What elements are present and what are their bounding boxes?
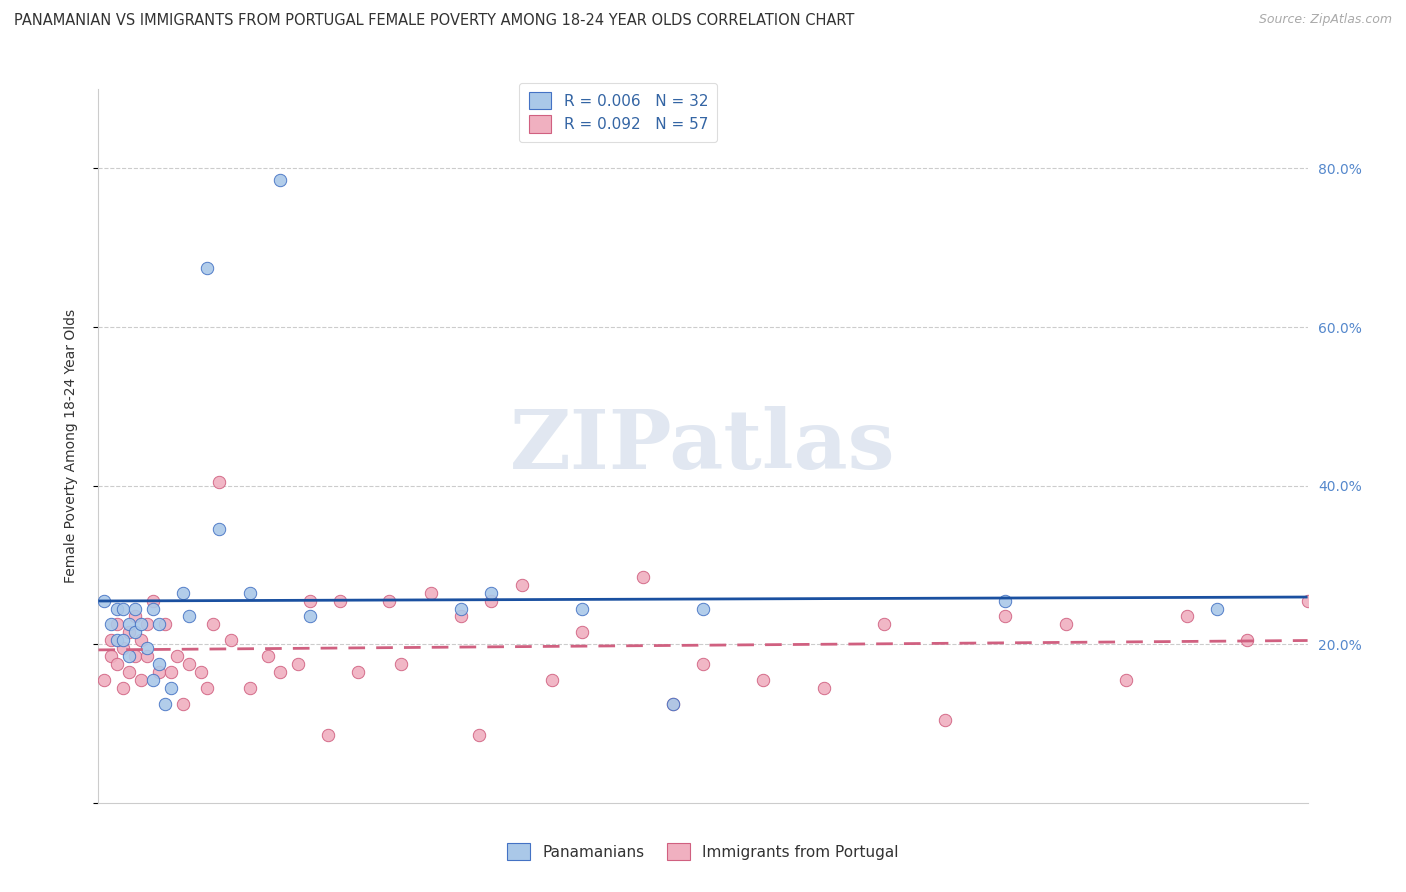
- Point: [994, 609, 1017, 624]
- Point: [148, 657, 170, 671]
- Point: [93, 673, 115, 687]
- Point: [481, 585, 503, 599]
- Point: [179, 609, 201, 624]
- Point: [468, 728, 491, 742]
- Point: [118, 617, 141, 632]
- Point: [813, 681, 835, 695]
- Legend: Panamanians, Immigrants from Portugal: Panamanians, Immigrants from Portugal: [501, 837, 905, 866]
- Point: [166, 649, 188, 664]
- Point: [571, 625, 593, 640]
- Point: [571, 601, 593, 615]
- Point: [692, 601, 714, 615]
- Point: [124, 649, 146, 664]
- Point: [160, 681, 183, 695]
- Point: [135, 649, 157, 664]
- Point: [179, 657, 201, 671]
- Point: [111, 601, 134, 615]
- Point: [148, 617, 170, 632]
- Point: [105, 657, 128, 671]
- Point: [142, 601, 165, 615]
- Point: [873, 617, 896, 632]
- Point: [540, 673, 562, 687]
- Point: [692, 657, 714, 671]
- Point: [100, 617, 122, 632]
- Point: [256, 649, 278, 664]
- Point: [124, 609, 146, 624]
- Point: [420, 585, 443, 599]
- Text: PANAMANIAN VS IMMIGRANTS FROM PORTUGAL FEMALE POVERTY AMONG 18-24 YEAR OLDS CORR: PANAMANIAN VS IMMIGRANTS FROM PORTUGAL F…: [14, 13, 855, 29]
- Point: [269, 173, 291, 187]
- Point: [1175, 609, 1198, 624]
- Point: [299, 609, 322, 624]
- Point: [1236, 633, 1258, 648]
- Point: [100, 633, 122, 648]
- Point: [172, 585, 194, 599]
- Point: [752, 673, 775, 687]
- Point: [142, 673, 165, 687]
- Point: [377, 593, 399, 607]
- Text: Source: ZipAtlas.com: Source: ZipAtlas.com: [1258, 13, 1392, 27]
- Point: [1054, 617, 1077, 632]
- Point: [208, 475, 231, 489]
- Point: [1115, 673, 1137, 687]
- Point: [129, 673, 152, 687]
- Point: [661, 697, 683, 711]
- Point: [153, 617, 176, 632]
- Point: [329, 593, 352, 607]
- Point: [148, 665, 170, 679]
- Point: [481, 593, 503, 607]
- Point: [118, 649, 141, 664]
- Y-axis label: Female Poverty Among 18-24 Year Olds: Female Poverty Among 18-24 Year Olds: [63, 309, 77, 583]
- Point: [105, 633, 128, 648]
- Point: [450, 601, 472, 615]
- Point: [153, 697, 176, 711]
- Point: [118, 625, 141, 640]
- Point: [135, 617, 157, 632]
- Point: [195, 260, 218, 275]
- Point: [347, 665, 370, 679]
- Point: [100, 649, 122, 664]
- Point: [93, 593, 115, 607]
- Text: ZIPatlas: ZIPatlas: [510, 406, 896, 486]
- Point: [1206, 601, 1229, 615]
- Point: [287, 657, 309, 671]
- Point: [934, 713, 956, 727]
- Point: [239, 585, 262, 599]
- Point: [111, 641, 134, 656]
- Point: [202, 617, 225, 632]
- Point: [172, 697, 194, 711]
- Point: [450, 609, 472, 624]
- Point: [631, 570, 654, 584]
- Point: [239, 681, 262, 695]
- Point: [129, 617, 152, 632]
- Point: [111, 633, 134, 648]
- Point: [994, 593, 1017, 607]
- Point: [510, 578, 533, 592]
- Point: [111, 681, 134, 695]
- Point: [124, 601, 146, 615]
- Point: [190, 665, 212, 679]
- Point: [195, 681, 218, 695]
- Point: [299, 593, 322, 607]
- Point: [105, 617, 128, 632]
- Point: [1296, 593, 1319, 607]
- Point: [269, 665, 291, 679]
- Point: [105, 601, 128, 615]
- Point: [118, 665, 141, 679]
- Point: [221, 633, 243, 648]
- Point: [661, 697, 683, 711]
- Point: [208, 522, 231, 536]
- Point: [142, 593, 165, 607]
- Point: [389, 657, 412, 671]
- Point: [124, 625, 146, 640]
- Point: [160, 665, 183, 679]
- Point: [129, 633, 152, 648]
- Point: [135, 641, 157, 656]
- Point: [316, 728, 339, 742]
